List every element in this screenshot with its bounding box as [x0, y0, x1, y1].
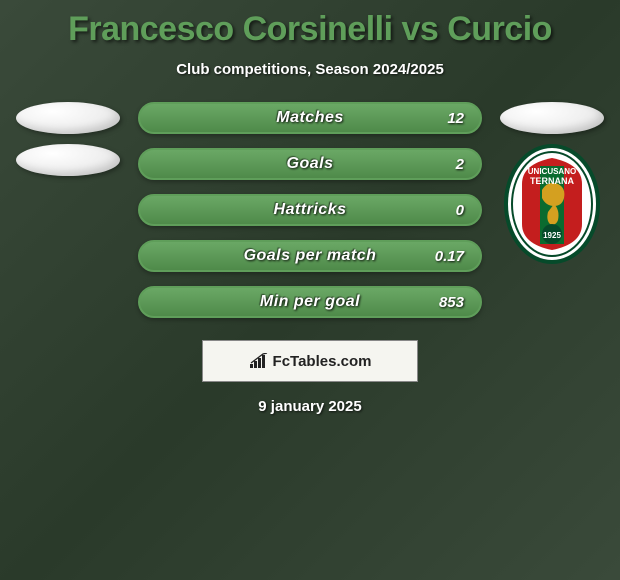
branding-box[interactable]: FcTables.com [202, 340, 418, 382]
stat-value: 0.17 [435, 248, 464, 265]
stat-label: Goals [287, 155, 334, 173]
badge-text-top: UNICUSANO [528, 167, 576, 176]
content-row: Matches 12 Goals 2 Hattricks 0 Goals per… [0, 102, 620, 318]
stat-value: 853 [439, 294, 464, 311]
left-avatar-column [14, 102, 122, 176]
stat-label: Hattricks [274, 201, 347, 219]
date-label: 9 january 2025 [0, 398, 620, 415]
stats-bars: Matches 12 Goals 2 Hattricks 0 Goals per… [138, 102, 482, 318]
branding-text: FcTables.com [273, 353, 372, 370]
stat-bar-min-per-goal: Min per goal 853 [138, 286, 482, 318]
stat-label: Goals per match [244, 247, 377, 265]
stat-value: 0 [456, 202, 464, 219]
page-title: Francesco Corsinelli vs Curcio [0, 10, 620, 49]
stat-value: 2 [456, 156, 464, 173]
stat-bar-matches: Matches 12 [138, 102, 482, 134]
badge-year: 1925 [543, 231, 561, 240]
chart-icon [249, 353, 269, 369]
badge-svg: UNICUSANO TERNANA 1925 [504, 144, 600, 264]
club-badge-ternana: UNICUSANO TERNANA 1925 [502, 144, 602, 264]
player2-avatar-placeholder [500, 102, 604, 134]
stat-bar-goals-per-match: Goals per match 0.17 [138, 240, 482, 272]
badge-text-mid: TERNANA [530, 176, 574, 186]
stat-label: Matches [276, 109, 344, 127]
stat-bar-goals: Goals 2 [138, 148, 482, 180]
right-avatar-column: UNICUSANO TERNANA 1925 [498, 102, 606, 264]
stat-bar-hattricks: Hattricks 0 [138, 194, 482, 226]
player1-club-placeholder [16, 144, 120, 176]
stat-label: Min per goal [260, 293, 360, 311]
stat-value: 12 [447, 110, 464, 127]
subtitle: Club competitions, Season 2024/2025 [0, 61, 620, 78]
infographic-container: Francesco Corsinelli vs Curcio Club comp… [0, 0, 620, 425]
player1-avatar-placeholder [16, 102, 120, 134]
